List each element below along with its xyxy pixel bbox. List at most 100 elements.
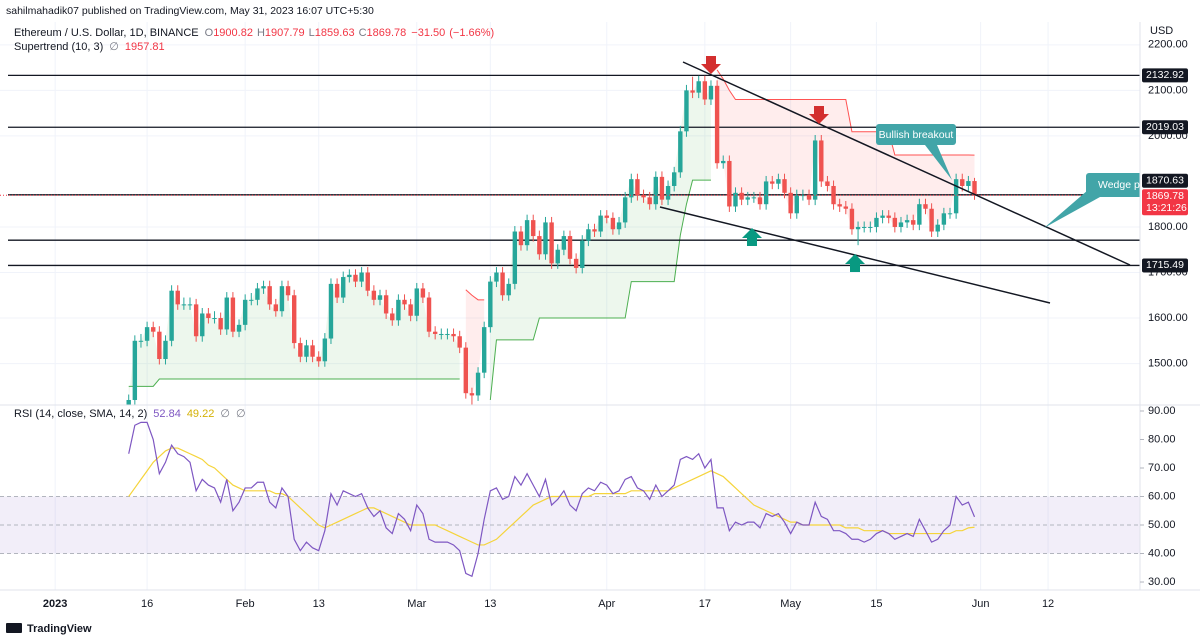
candle-body (800, 195, 806, 197)
candle-body (573, 258, 579, 268)
level-label-box (1142, 258, 1188, 273)
supertrend-line (716, 69, 975, 156)
current-price-box (1142, 189, 1188, 216)
x-tick-label: Feb (236, 598, 255, 610)
up-arrow (845, 254, 865, 272)
up-arrow (742, 228, 762, 246)
candle-body (849, 208, 855, 230)
candle-body (359, 272, 364, 282)
candle-body (212, 318, 217, 320)
brand: TradingView (6, 623, 92, 635)
candle-body (929, 208, 934, 232)
candle-body (475, 372, 481, 396)
candle-body (825, 181, 830, 186)
candle-body (763, 181, 769, 205)
indicator-name: RSI (14, close, SMA, 14, 2) (14, 408, 147, 420)
candle-body (408, 304, 413, 316)
callout-box (876, 124, 956, 145)
ohlc-value: 1869.78 (367, 27, 407, 39)
candle-body (377, 295, 383, 300)
candle-body (972, 181, 977, 196)
candle-body (665, 185, 671, 200)
y-tick-label: 2200.00 (1148, 39, 1188, 51)
candle-body (457, 336, 462, 348)
y-tick-label: 1500.00 (1148, 357, 1188, 369)
candle-body (727, 160, 732, 207)
price-axis (1140, 0, 1200, 642)
candle-body (733, 192, 738, 207)
candle-body (371, 290, 377, 300)
x-tick-label: 2023 (43, 598, 67, 610)
indicator-symbol: ∅ (109, 41, 119, 53)
candle-body (396, 299, 401, 321)
candle-body (224, 297, 229, 330)
candle-body (138, 340, 144, 342)
rsi-tick-label: 30.00 (1148, 576, 1176, 588)
candle-body (898, 222, 904, 227)
symbol: Ethereum / U.S. Dollar, 1D, BINANCE (14, 27, 199, 39)
published-note: sahilmahadik07 published on TradingView.… (6, 5, 374, 17)
ohlc-value: 1859.63 (315, 27, 355, 39)
candle-body (629, 179, 634, 198)
candle-body (157, 331, 162, 360)
candle-body (218, 318, 223, 330)
candle-body (635, 179, 640, 196)
supertrend-fill (465, 289, 485, 396)
candle-body (126, 399, 131, 405)
level-label: 1715.49 (1146, 259, 1184, 271)
candle-body (917, 204, 922, 225)
candle-body (310, 345, 315, 357)
candle-body (298, 343, 303, 357)
countdown-label: 13:21:26 (1146, 202, 1187, 214)
axes: 2023 16 Feb 13 Mar 13 Apr 17 May 15 Jun 12 2200.00 21… (43, 39, 1188, 610)
wedge-upper-line (682, 61, 1131, 266)
candle-body (144, 327, 150, 341)
x-tick-label: 15 (870, 598, 882, 610)
indicator-value: 1957.81 (125, 41, 165, 53)
candle-body (806, 195, 812, 200)
candle-body (708, 85, 714, 100)
candle-body (757, 197, 763, 205)
candle-body (567, 236, 573, 259)
level-label: 2132.92 (1146, 69, 1184, 81)
candle-body (653, 176, 659, 205)
candle-body (947, 213, 953, 215)
level-label: 2019.03 (1146, 121, 1184, 133)
candle-body (341, 277, 346, 298)
candle-body (561, 236, 567, 250)
grid (0, 22, 1140, 590)
candle-body (365, 272, 370, 291)
candle-body (261, 286, 266, 289)
ohlc-letter: L (309, 27, 315, 39)
ohlc-value: 1900.82 (213, 27, 253, 39)
y-tick-label: 2100.00 (1148, 84, 1188, 96)
candle-body (616, 222, 622, 230)
candle-body (543, 222, 548, 255)
change: −31.50 (411, 27, 445, 39)
candle-body (904, 220, 910, 223)
current-price-label: 1869.78 (1146, 190, 1184, 202)
supertrend-fill (717, 69, 975, 232)
candle-body (690, 90, 695, 93)
rsi-tick-label: 40.00 (1148, 547, 1176, 559)
candle-body (512, 231, 518, 284)
candle-body (236, 324, 242, 332)
candle-body (463, 347, 469, 394)
candle-body (426, 297, 432, 332)
currency: USD (1150, 25, 1173, 37)
candle-body (751, 197, 757, 199)
candle-body (745, 197, 750, 200)
candle-body (524, 220, 530, 246)
candle-body (353, 274, 358, 282)
indicator-name: Supertrend (10, 3) (14, 41, 103, 53)
candle-body (316, 356, 321, 362)
candle-body (678, 131, 683, 173)
candle-body (169, 290, 174, 341)
candle-body (610, 217, 616, 230)
level-label-box (1142, 120, 1188, 135)
candle-body (671, 172, 677, 186)
candle-body (586, 229, 591, 241)
x-tick-label: 13 (313, 598, 325, 610)
